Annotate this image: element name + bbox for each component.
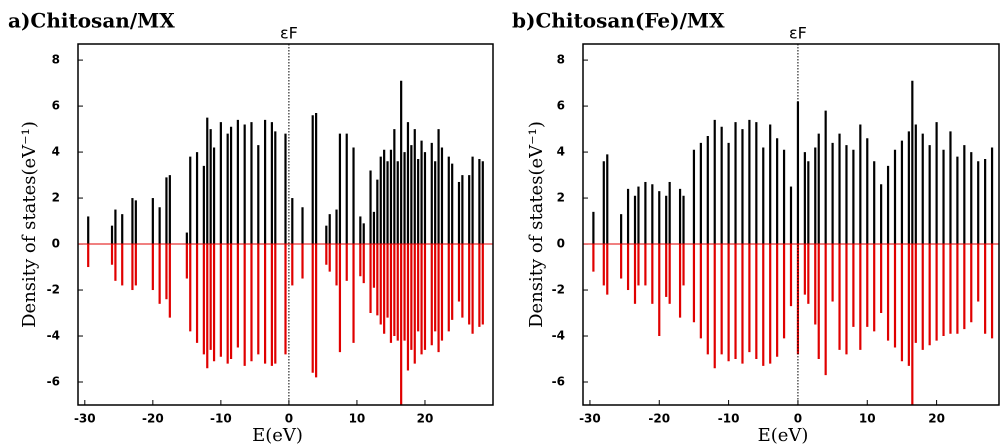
y-axis-label: Density of states(eV⁻¹): [19, 121, 40, 328]
y-tick-label: -6: [47, 375, 60, 389]
x-tick-label: 0: [794, 412, 802, 426]
y-axis-label: Density of states(eV⁻¹): [526, 121, 547, 328]
y-tick-label: 4: [557, 145, 565, 159]
panel-title: a)Chitosan/MX: [8, 9, 175, 33]
x-tick-label: -20: [142, 412, 164, 426]
x-tick-label: -30: [579, 412, 601, 426]
x-tick-label: 20: [417, 412, 434, 426]
plot-frame: [77, 43, 494, 406]
x-tick-label: 10: [349, 412, 366, 426]
x-tick-label: 0: [285, 412, 293, 426]
x-tick-label: 20: [928, 412, 945, 426]
x-tick-label: -10: [718, 412, 740, 426]
y-tick-label: 0: [557, 237, 565, 251]
y-tick-label: 8: [557, 53, 565, 67]
x-tick-label: -10: [210, 412, 232, 426]
fermi-label: εF: [280, 24, 298, 43]
x-tick-label: 10: [859, 412, 876, 426]
plot-frame: [582, 43, 1000, 406]
y-tick-label: 2: [52, 191, 60, 205]
y-tick-label: -4: [47, 329, 60, 343]
y-tick-label: 0: [52, 237, 60, 251]
y-tick-label: 6: [557, 99, 565, 113]
y-tick-label: -2: [552, 283, 565, 297]
x-axis-label: E(eV): [758, 425, 809, 446]
y-tick-label: -6: [552, 375, 565, 389]
x-tick-label: -20: [648, 412, 670, 426]
y-tick-label: -4: [552, 329, 565, 343]
y-tick-label: 2: [557, 191, 565, 205]
panel-title: b)Chitosan(Fe)/MX: [512, 9, 725, 33]
x-tick-label: -30: [74, 412, 96, 426]
y-tick-label: 6: [52, 99, 60, 113]
fermi-label: εF: [789, 24, 807, 43]
y-tick-label: -2: [47, 283, 60, 297]
x-axis-label: E(eV): [252, 425, 303, 446]
y-tick-label: 8: [52, 53, 60, 67]
y-tick-label: 4: [52, 145, 60, 159]
